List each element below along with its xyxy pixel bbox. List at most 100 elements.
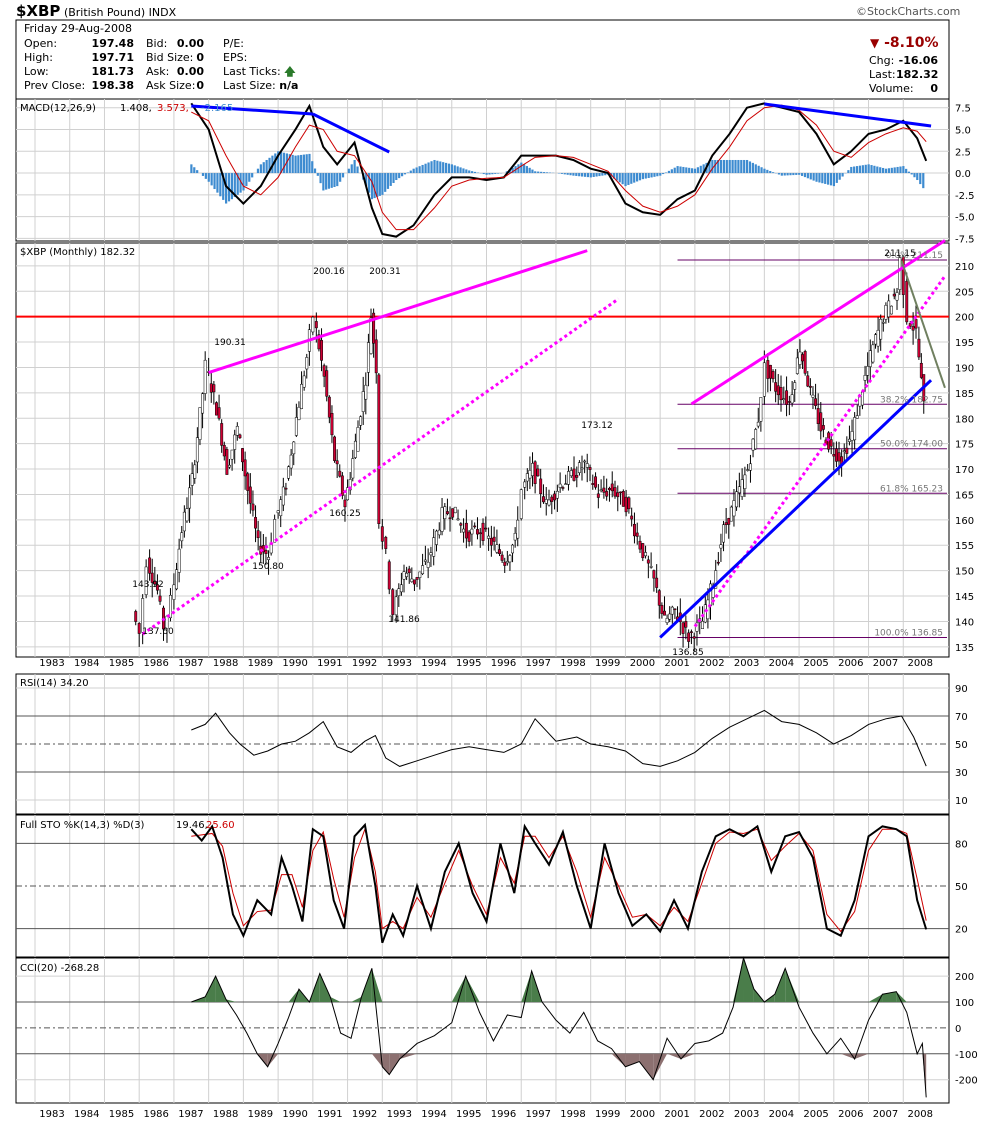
candle-down	[330, 413, 334, 436]
macd-histogram-bar	[685, 167, 688, 174]
macd-histogram-bar	[274, 153, 277, 174]
candle-down	[657, 590, 661, 606]
candle-up	[711, 584, 715, 598]
macd-histogram-bar	[350, 164, 353, 174]
candle-down	[624, 496, 628, 513]
candle-up	[881, 321, 885, 324]
macd-histogram-bar	[711, 159, 714, 174]
macd-histogram-bar	[546, 172, 549, 174]
x-tick-label: 1991	[317, 658, 342, 669]
macd-histogram-bar	[659, 173, 662, 176]
candle-up	[432, 537, 436, 557]
cci-oversold-fill	[854, 1053, 869, 1059]
macd-histogram-bar	[459, 167, 462, 174]
candle-down	[641, 543, 645, 559]
candle-down	[464, 522, 468, 539]
quote-value: 197.48	[91, 37, 134, 50]
x-tick-label: 1983	[39, 658, 64, 669]
macd-y-tick-label: -2.5	[955, 191, 975, 202]
candle-up	[405, 572, 409, 577]
cci-overbought-fill	[743, 958, 754, 1003]
price-point-label: 136.85	[672, 648, 704, 658]
candle-down	[327, 396, 331, 418]
candle-up	[842, 450, 846, 453]
macd-histogram-bar	[319, 173, 322, 184]
macd-histogram-bar	[890, 167, 893, 174]
x-tick-label: 1992	[352, 1109, 377, 1120]
candle-up	[421, 565, 425, 575]
quote-label: Low:	[24, 65, 49, 78]
x-tick-label: 2000	[630, 658, 655, 669]
macd-histogram-bar	[415, 167, 418, 174]
rsi-legend: RSI(14) 34.20	[20, 678, 89, 689]
candle-down	[834, 448, 838, 462]
macd-histogram-bar	[456, 166, 459, 174]
candle-down	[829, 439, 833, 447]
candle-down	[335, 460, 339, 465]
candle-down	[684, 621, 688, 628]
candle-up	[394, 596, 398, 616]
cci-overbought-fill	[521, 970, 532, 1003]
macd-histogram-bar	[424, 163, 427, 174]
candle-up	[356, 427, 360, 452]
macd-histogram-bar	[418, 166, 421, 174]
macd-histogram-bar	[586, 173, 589, 178]
site-logo[interactable]: ©StockCharts.com	[856, 5, 960, 19]
misc-label: EPS:	[223, 51, 248, 64]
candle-up	[740, 479, 744, 497]
cci-panel-frame	[15, 957, 950, 1104]
right-value: -16.06	[898, 54, 938, 67]
x-tick-label: 1984	[74, 658, 99, 669]
candle-down	[333, 436, 337, 461]
macd-histogram-bar	[227, 173, 231, 202]
macd-histogram-bar	[696, 167, 699, 174]
candle-up	[418, 571, 422, 578]
candle-down	[220, 423, 224, 446]
x-tick-label: 2003	[734, 658, 759, 669]
candle-down	[415, 577, 419, 580]
candle-up	[353, 440, 357, 458]
macd-histogram-bar	[341, 173, 345, 178]
x-tick-label: 1997	[526, 658, 551, 669]
macd-histogram-bar	[644, 173, 647, 179]
candle-up	[462, 528, 466, 533]
x-tick-label: 1999	[595, 1109, 620, 1120]
candle-down	[914, 319, 918, 329]
macd-histogram-bar	[398, 173, 401, 179]
candle-down	[635, 532, 639, 537]
macd-histogram-bar	[236, 173, 239, 195]
cci-overbought-fill	[896, 991, 907, 1003]
candle-down	[256, 530, 260, 539]
book-labels: Bid: Bid Size: Ask: Ask Size:	[146, 37, 195, 93]
candle-up	[853, 417, 857, 441]
x-tick-label: 1986	[143, 658, 168, 669]
candle-down	[572, 468, 576, 481]
candle-down	[498, 549, 501, 555]
macd-histogram-bar	[641, 173, 644, 180]
macd-histogram-bar	[370, 173, 374, 200]
macd-histogram-bar	[717, 159, 720, 174]
price-y-tick-label: 135	[955, 643, 974, 654]
candle-down	[248, 486, 252, 504]
macd-histogram-bar	[288, 154, 291, 174]
macd-histogram-bar	[302, 154, 306, 174]
candle-up	[180, 532, 184, 542]
macd-histogram-bar	[806, 173, 809, 179]
price-point-label: 141.86	[388, 615, 420, 625]
candle-up	[175, 569, 178, 590]
candle-down	[766, 360, 770, 379]
candle-up	[348, 479, 352, 491]
price-y-tick-label: 150	[955, 567, 974, 578]
candle-down	[602, 487, 606, 493]
x-tick-label: 1986	[143, 1109, 168, 1120]
candle-down	[134, 611, 138, 622]
fib-level-label: 0.0% 211.15	[886, 251, 943, 261]
candle-down	[575, 475, 579, 478]
candle-down	[264, 550, 268, 554]
macd-histogram-bar	[740, 159, 743, 174]
macd-histogram-bar	[494, 173, 497, 174]
macd-histogram-bar	[838, 173, 841, 180]
candle-down	[254, 517, 257, 529]
macd-y-tick-label: 7.5	[955, 104, 971, 115]
candle-up	[564, 483, 568, 485]
